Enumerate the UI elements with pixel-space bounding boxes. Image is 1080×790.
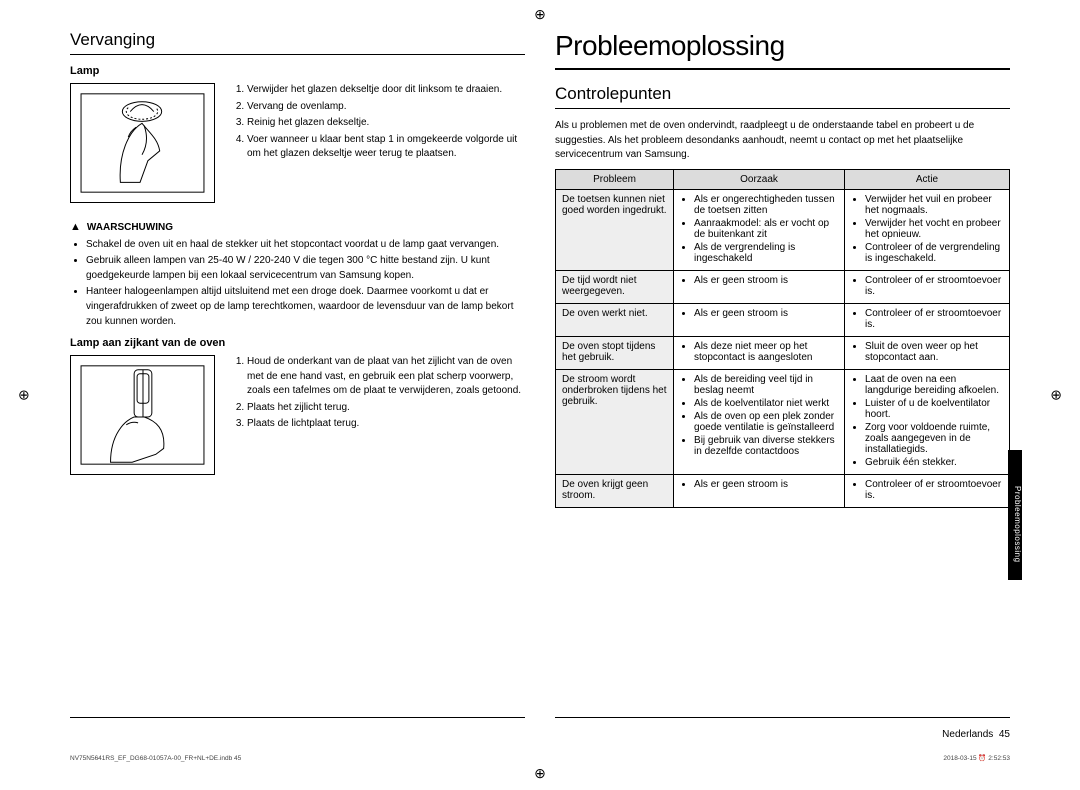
crop-mark-icon: ⊕ bbox=[534, 765, 546, 782]
list-item: Verwijder het glazen dekseltje door dit … bbox=[247, 83, 525, 98]
intro-paragraph: Als u problemen met de oven ondervindt, … bbox=[555, 119, 1010, 163]
thumb-tab: Probleemoplossing bbox=[1008, 450, 1022, 580]
problem-cell: De tijd wordt niet weergegeven. bbox=[556, 270, 674, 303]
subheading-lamp: Lamp bbox=[70, 65, 525, 77]
right-column: Probleemoplossing Controlepunten Als u p… bbox=[555, 30, 1010, 750]
footer-rule bbox=[70, 717, 525, 718]
page-title: Probleemoplossing bbox=[555, 30, 1010, 62]
cause-cell: Als er geen stroom is bbox=[674, 474, 845, 507]
sidelamp-drawing-icon bbox=[71, 356, 214, 474]
warning-bullets: Schakel de oven uit en haal de stekker u… bbox=[70, 237, 525, 329]
action-cell: Controleer of er stroomtoevoer is. bbox=[845, 303, 1010, 336]
action-cell: Verwijder het vuil en probeer het nogmaa… bbox=[845, 189, 1010, 270]
list-item: Plaats het zijlicht terug. bbox=[247, 401, 525, 416]
list-item: Houd de onderkant van de plaat van het z… bbox=[247, 355, 525, 399]
problem-cell: De stroom wordt onderbroken tijdens het … bbox=[556, 369, 674, 474]
table-row: De oven krijgt geen stroom.Als er geen s… bbox=[556, 474, 1010, 507]
divider bbox=[70, 54, 525, 55]
divider bbox=[555, 108, 1010, 109]
problem-cell: De toetsen kunnen niet goed worden inged… bbox=[556, 189, 674, 270]
table-header: Probleem bbox=[556, 169, 674, 189]
cause-cell: Als er geen stroom is bbox=[674, 303, 845, 336]
table-row: De toetsen kunnen niet goed worden inged… bbox=[556, 189, 1010, 270]
footer-meta-right: 2018-03-15 ⏰ 2:52:53 bbox=[943, 754, 1010, 762]
table-row: De oven stopt tijdens het gebruik.Als de… bbox=[556, 336, 1010, 369]
footer-meta-left: NV75N5641RS_EF_DG68-01057A-00_FR+NL+DE.i… bbox=[70, 755, 241, 762]
left-column: Vervanging Lamp Verwijder het glazen de bbox=[70, 30, 525, 750]
footer-rule bbox=[555, 717, 1010, 718]
steps-list-1: Verwijder het glazen dekseltje door dit … bbox=[229, 83, 525, 164]
table-row: De oven werkt niet.Als er geen stroom is… bbox=[556, 303, 1010, 336]
action-cell: Sluit de oven weer op het stopcontact aa… bbox=[845, 336, 1010, 369]
page-spread: Vervanging Lamp Verwijder het glazen de bbox=[70, 30, 1010, 750]
illustration-lamp bbox=[70, 83, 215, 203]
warning-icon: ▲ bbox=[70, 221, 81, 233]
cause-cell: Als deze niet meer op het stopcontact is… bbox=[674, 336, 845, 369]
list-item: Vervang de ovenlamp. bbox=[247, 100, 525, 115]
table-row: De tijd wordt niet weergegeven.Als er ge… bbox=[556, 270, 1010, 303]
crop-mark-icon: ⊕ bbox=[18, 387, 30, 404]
list-item: Voer wanneer u klaar bent stap 1 in omge… bbox=[247, 133, 525, 162]
warning-label: WAARSCHUWING bbox=[87, 222, 173, 233]
crop-mark-icon: ⊕ bbox=[1050, 387, 1062, 404]
problem-cell: De oven krijgt geen stroom. bbox=[556, 474, 674, 507]
warning-row: ▲ WAARSCHUWING bbox=[70, 221, 525, 233]
section-heading: Vervanging bbox=[70, 30, 525, 50]
list-item: Hanteer halogeenlampen altijd uitsluiten… bbox=[86, 284, 525, 329]
problem-cell: De oven stopt tijdens het gebruik. bbox=[556, 336, 674, 369]
problem-cell: De oven werkt niet. bbox=[556, 303, 674, 336]
page-number: Nederlands 45 bbox=[942, 729, 1010, 740]
table-header: Oorzaak bbox=[674, 169, 845, 189]
cause-cell: Als er geen stroom is bbox=[674, 270, 845, 303]
cause-cell: Als de bereiding veel tijd in beslag nee… bbox=[674, 369, 845, 474]
list-item: Schakel de oven uit en haal de stekker u… bbox=[86, 237, 525, 252]
subheading-sidelamp: Lamp aan zijkant van de oven bbox=[70, 337, 525, 349]
lamp-drawing-icon bbox=[71, 84, 214, 202]
divider bbox=[555, 68, 1010, 70]
troubleshooting-table: Probleem Oorzaak Actie De toetsen kunnen… bbox=[555, 169, 1010, 508]
section-heading: Controlepunten bbox=[555, 84, 1010, 104]
action-cell: Controleer of er stroomtoevoer is. bbox=[845, 474, 1010, 507]
crop-mark-icon: ⊕ bbox=[534, 6, 546, 23]
table-header: Actie bbox=[845, 169, 1010, 189]
steps-list-2: Houd de onderkant van de plaat van het z… bbox=[229, 355, 525, 434]
cause-cell: Als er ongerechtigheden tussen de toetse… bbox=[674, 189, 845, 270]
list-item: Gebruik alleen lampen van 25-40 W / 220-… bbox=[86, 253, 525, 283]
illustration-sidelamp bbox=[70, 355, 215, 475]
action-cell: Controleer of er stroomtoevoer is. bbox=[845, 270, 1010, 303]
list-item: Plaats de lichtplaat terug. bbox=[247, 417, 525, 432]
list-item: Reinig het glazen dekseltje. bbox=[247, 116, 525, 131]
action-cell: Laat de oven na een langdurige bereiding… bbox=[845, 369, 1010, 474]
table-row: De stroom wordt onderbroken tijdens het … bbox=[556, 369, 1010, 474]
